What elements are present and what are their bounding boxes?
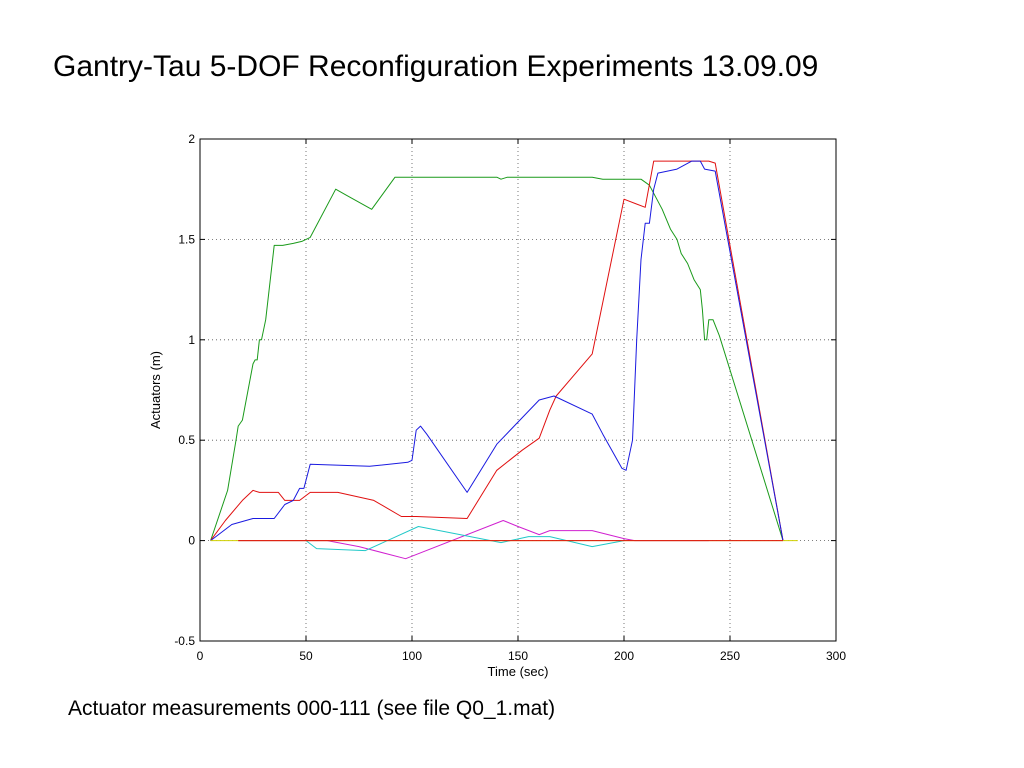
y-axis-label: Actuators (m) [148,351,163,429]
slide-caption: Actuator measurements 000-111 (see file … [68,697,556,720]
y-tick-label: 2 [188,132,195,146]
series-line [210,176,784,541]
axis-ticks: 0 50 100 150 200 250 300-0.500.511.52 [174,132,846,663]
x-axis-label: Time (sec) [488,664,549,679]
plot-frame [199,138,837,642]
x-tick-label: 50 [299,649,313,663]
x-tick-label: 250 [720,649,740,663]
series-lines [210,160,798,560]
y-tick-label: 1.5 [178,232,195,246]
series-line [238,520,709,560]
slide-title: Gantry-Tau 5-DOF Reconfiguration Experim… [53,50,819,83]
grid [200,139,836,641]
series-line [210,160,784,541]
series-line [210,160,784,541]
x-tick-label: 300 [826,649,846,663]
y-tick-label: 1 [188,333,195,347]
y-tick-label: 0.5 [178,433,195,447]
y-tick-label: 0 [188,534,195,548]
series-line [305,526,625,552]
x-tick-label: 100 [402,649,422,663]
x-tick-label: 150 [508,649,528,663]
y-tick-label: -0.5 [174,634,195,648]
x-tick-label: 0 [197,649,204,663]
x-tick-label: 200 [614,649,634,663]
